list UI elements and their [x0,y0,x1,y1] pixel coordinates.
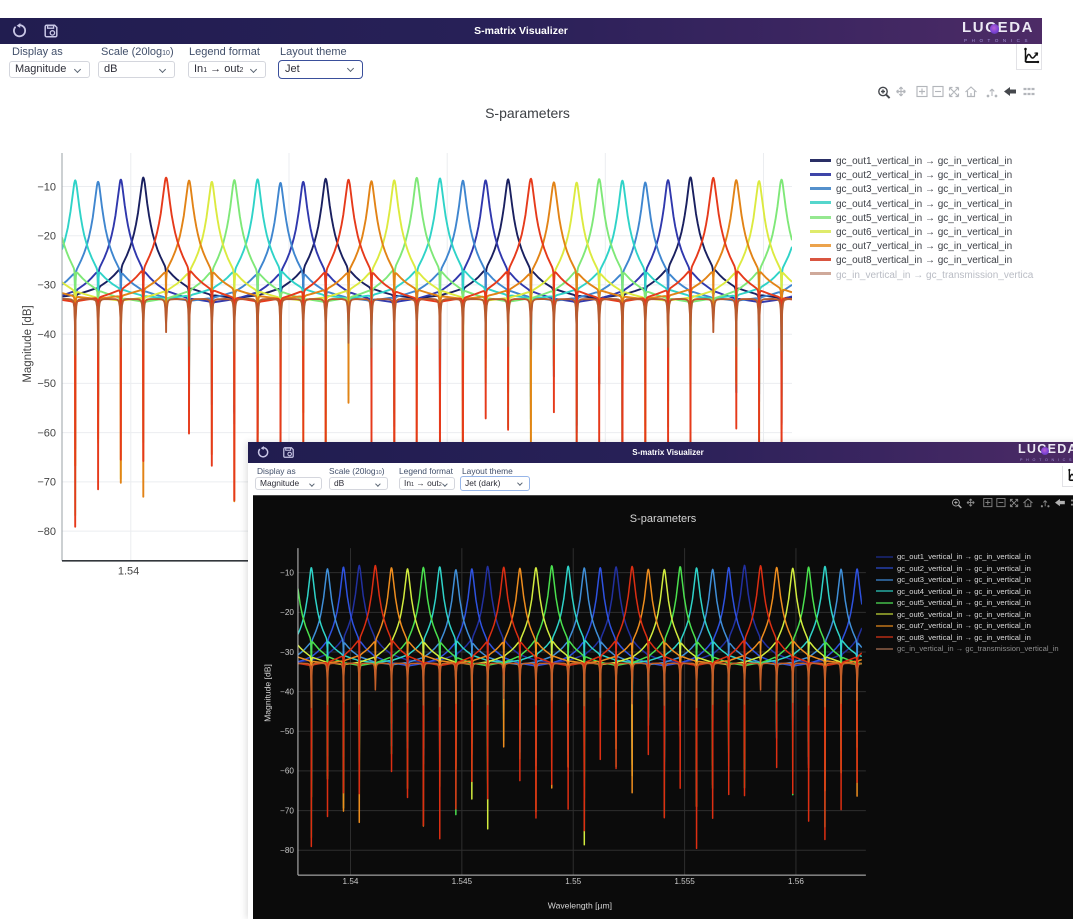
svg-text:−30: −30 [37,280,56,292]
svg-text:−40: −40 [280,687,294,696]
svg-text:−70: −70 [37,477,56,489]
svg-text:−80: −80 [280,846,294,855]
svg-text:S-parameters: S-parameters [630,513,697,525]
svg-text:1.54: 1.54 [118,566,139,578]
svg-text:Wavelength [µm]: Wavelength [µm] [548,900,612,910]
svg-text:1.56: 1.56 [788,876,804,885]
svg-text:1.55: 1.55 [565,876,581,885]
svg-text:−60: −60 [37,427,56,439]
svg-text:−40: −40 [37,329,56,341]
svg-text:−20: −20 [37,231,56,243]
svg-text:−80: −80 [37,526,56,538]
svg-text:−60: −60 [280,766,294,775]
svg-text:−50: −50 [37,378,56,390]
svg-text:Magnitude [dB]: Magnitude [dB] [22,305,34,382]
svg-text:1.555: 1.555 [674,876,695,885]
svg-text:−30: −30 [280,647,294,656]
svg-text:−70: −70 [280,806,294,815]
svg-text:−50: −50 [280,727,294,736]
svg-text:−10: −10 [280,568,294,577]
svg-text:−20: −20 [280,608,294,617]
svg-text:−10: −10 [37,181,56,193]
svg-text:1.545: 1.545 [452,876,473,885]
svg-text:1.54: 1.54 [343,876,359,885]
svg-text:Magnitude [dB]: Magnitude [dB] [262,664,272,722]
